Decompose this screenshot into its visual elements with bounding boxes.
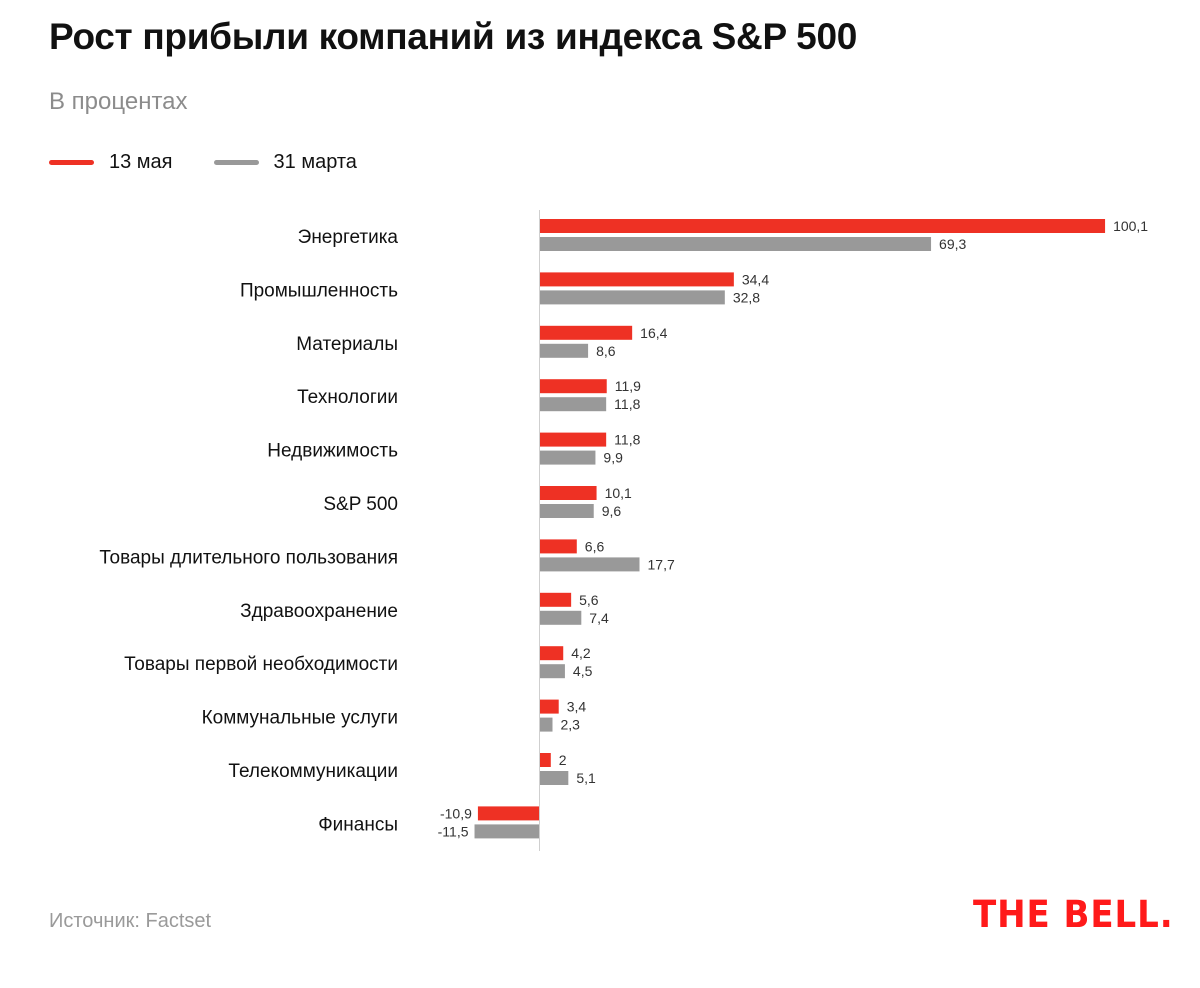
bar bbox=[539, 290, 725, 305]
bar bbox=[539, 557, 640, 572]
data-label: 5,6 bbox=[579, 592, 599, 608]
source-note: Источник: Factset bbox=[49, 910, 212, 932]
bar bbox=[539, 397, 607, 412]
bar bbox=[539, 486, 597, 500]
bar bbox=[539, 504, 594, 518]
data-label: 16,4 bbox=[640, 325, 667, 341]
legend-swatch-red bbox=[49, 160, 94, 165]
bar bbox=[539, 325, 633, 340]
category-label: Промышленность bbox=[240, 280, 398, 301]
category-label: Энергетика bbox=[298, 227, 399, 248]
category-label: Недвижимость bbox=[267, 441, 398, 462]
category-label: Технологии bbox=[297, 387, 398, 408]
bar bbox=[474, 824, 540, 839]
bar bbox=[539, 219, 1106, 233]
category-label: S&P 500 bbox=[323, 494, 398, 515]
data-label: -11,5 bbox=[438, 823, 469, 839]
chart-subtitle: В процентах bbox=[49, 88, 188, 115]
data-label: 2,3 bbox=[560, 717, 580, 733]
data-label: 10,1 bbox=[605, 485, 632, 501]
bar bbox=[539, 699, 559, 714]
bar bbox=[539, 237, 932, 251]
data-label: 5,1 bbox=[576, 770, 596, 786]
data-label: 34,4 bbox=[742, 271, 769, 287]
bar bbox=[539, 379, 607, 394]
bar bbox=[539, 539, 577, 554]
category-label: Здравоохранение bbox=[240, 601, 398, 622]
data-label: 9,9 bbox=[603, 450, 623, 466]
category-label: Товары первой необходимости bbox=[124, 654, 398, 675]
bar bbox=[477, 806, 540, 821]
data-label: 17,7 bbox=[648, 556, 675, 572]
data-label: 8,6 bbox=[596, 343, 616, 359]
data-label: 4,2 bbox=[571, 645, 591, 661]
bar bbox=[539, 771, 569, 785]
data-label: 32,8 bbox=[733, 289, 760, 305]
bar bbox=[539, 753, 551, 767]
data-label: 69,3 bbox=[939, 236, 966, 252]
bar bbox=[539, 664, 565, 679]
bar bbox=[539, 717, 553, 732]
data-label: 11,8 bbox=[614, 432, 640, 448]
category-label: Телекоммуникации bbox=[228, 761, 398, 782]
data-label: 11,8 bbox=[614, 396, 640, 412]
bar bbox=[539, 646, 564, 661]
data-label: 2 bbox=[559, 752, 567, 768]
category-label: Коммунальные услуги bbox=[202, 708, 398, 729]
category-label: Товары длительного пользования bbox=[99, 547, 398, 568]
data-label: 3,4 bbox=[567, 699, 587, 715]
category-label: Финансы bbox=[318, 814, 398, 835]
legend-item-march: 31 марта bbox=[213, 151, 357, 174]
legend-label: 31 марта bbox=[273, 151, 357, 173]
bar bbox=[539, 592, 572, 607]
bar bbox=[539, 432, 607, 447]
legend: 13 мая 31 марта bbox=[49, 151, 398, 174]
bar bbox=[539, 272, 734, 287]
data-label: -10,9 bbox=[440, 805, 472, 821]
data-label: 6,6 bbox=[585, 538, 605, 554]
legend-label: 13 мая bbox=[109, 151, 173, 173]
legend-item-may: 13 мая bbox=[49, 151, 173, 174]
category-label: Материалы bbox=[296, 334, 398, 355]
bar bbox=[539, 450, 596, 465]
chart-title: Рост прибыли компаний из индекса S&P 500 bbox=[49, 16, 857, 57]
bar bbox=[539, 343, 589, 358]
data-label: 100,1 bbox=[1113, 218, 1148, 234]
data-label: 4,5 bbox=[573, 663, 593, 679]
data-label: 7,4 bbox=[589, 610, 609, 626]
the-bell-logo: THE BELL. bbox=[973, 893, 1174, 936]
legend-swatch-gray bbox=[213, 160, 259, 165]
data-label: 11,9 bbox=[615, 378, 641, 394]
bar bbox=[539, 610, 582, 625]
data-label: 9,6 bbox=[602, 503, 622, 519]
